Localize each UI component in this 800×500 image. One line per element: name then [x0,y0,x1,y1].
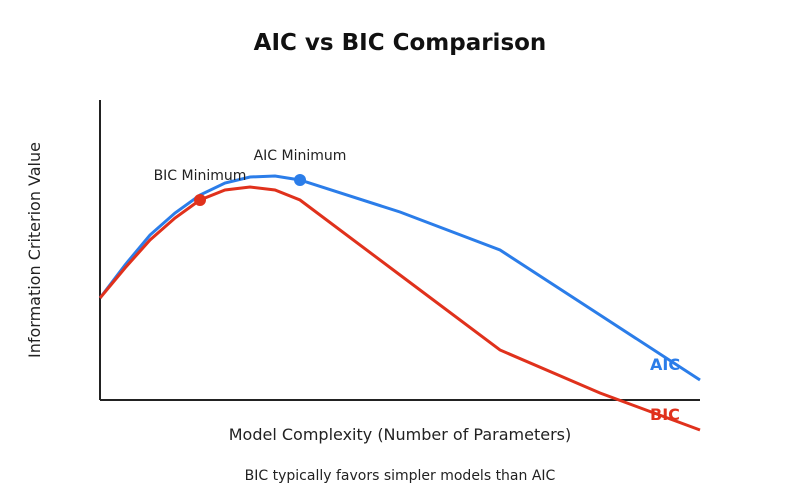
bic-minimum-point [194,194,206,206]
chart-title: AIC vs BIC Comparison [254,30,547,56]
aic-minimum-point [294,174,306,186]
x-axis-label: Model Complexity (Number of Parameters) [229,425,572,444]
y-axis-label: Information Criterion Value [25,142,44,358]
bic-minimum-label: BIC Minimum [154,168,247,184]
bic-series-label: BIC [650,405,680,424]
aic-minimum-label: AIC Minimum [254,148,347,164]
aic-line [98,174,701,382]
aic-series-label: AIC [650,355,680,374]
caption: BIC typically favors simpler models than… [245,468,556,484]
bic-line [98,185,701,432]
